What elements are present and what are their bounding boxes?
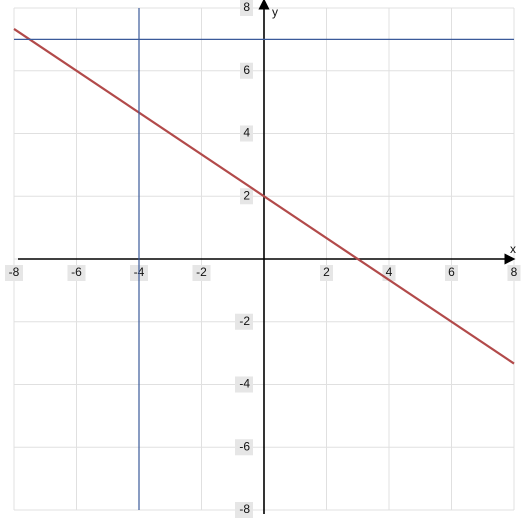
- svg-text:6: 6: [243, 63, 250, 77]
- tick-label: -6: [235, 439, 253, 455]
- tick-label: 8: [508, 265, 521, 281]
- tick-label: 6: [445, 265, 458, 281]
- svg-text:2: 2: [243, 188, 250, 202]
- tick-label: 2: [320, 265, 333, 281]
- svg-text:4: 4: [243, 126, 250, 140]
- tick-label: -6: [68, 265, 86, 281]
- tick-label: 2: [240, 188, 253, 204]
- tick-label: 8: [240, 0, 253, 16]
- tick-label: -2: [193, 265, 211, 281]
- tick-label: 4: [240, 126, 253, 142]
- tick-label: -8: [5, 265, 23, 281]
- svg-text:y: y: [272, 5, 278, 19]
- svg-text:6: 6: [448, 265, 455, 279]
- svg-text:8: 8: [243, 0, 250, 14]
- tick-label: 6: [240, 63, 253, 79]
- svg-text:8: 8: [511, 265, 518, 279]
- svg-text:-8: -8: [9, 265, 20, 279]
- svg-text:2: 2: [323, 265, 330, 279]
- svg-text:-2: -2: [239, 314, 250, 328]
- tick-label: -8: [235, 502, 253, 518]
- tick-label: -4: [235, 377, 253, 393]
- svg-text:-8: -8: [239, 502, 250, 516]
- svg-text:-2: -2: [196, 265, 207, 279]
- svg-text:x: x: [510, 242, 516, 256]
- tick-label: -2: [235, 314, 253, 330]
- cartesian-chart: xy-8-6-4-22468-8-6-4-22468 x y: [0, 0, 528, 518]
- svg-text:-6: -6: [71, 265, 82, 279]
- svg-text:-4: -4: [239, 377, 250, 391]
- chart-svg: xy-8-6-4-22468-8-6-4-22468: [0, 0, 528, 518]
- svg-text:-6: -6: [239, 439, 250, 453]
